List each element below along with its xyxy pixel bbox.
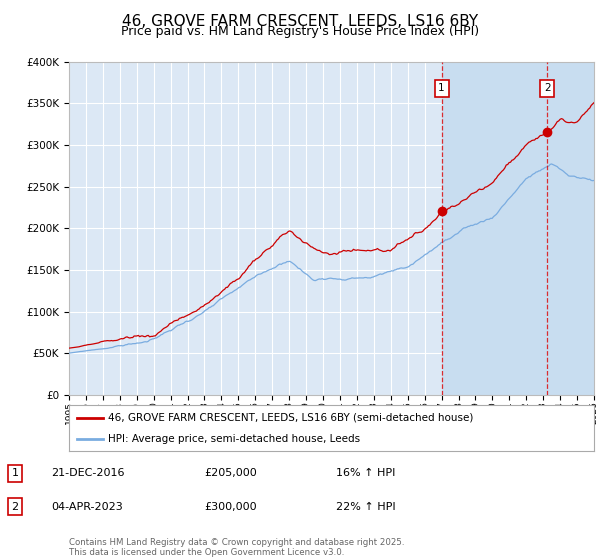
Text: 46, GROVE FARM CRESCENT, LEEDS, LS16 6BY (semi-detached house): 46, GROVE FARM CRESCENT, LEEDS, LS16 6BY… [109,413,474,423]
Text: 22% ↑ HPI: 22% ↑ HPI [336,502,395,512]
Text: 2: 2 [544,83,551,94]
Text: 2: 2 [11,502,19,512]
Text: Contains HM Land Registry data © Crown copyright and database right 2025.
This d: Contains HM Land Registry data © Crown c… [69,538,404,557]
Text: Price paid vs. HM Land Registry's House Price Index (HPI): Price paid vs. HM Land Registry's House … [121,25,479,38]
Bar [442,62,594,395]
Text: 1: 1 [11,468,19,478]
Text: 1: 1 [438,83,445,94]
Text: 04-APR-2023: 04-APR-2023 [51,502,123,512]
Text: 46, GROVE FARM CRESCENT, LEEDS, LS16 6BY: 46, GROVE FARM CRESCENT, LEEDS, LS16 6BY [122,14,478,29]
Text: HPI: Average price, semi-detached house, Leeds: HPI: Average price, semi-detached house,… [109,435,361,444]
Text: 21-DEC-2016: 21-DEC-2016 [51,468,125,478]
Text: £300,000: £300,000 [204,502,257,512]
Text: £205,000: £205,000 [204,468,257,478]
Text: 16% ↑ HPI: 16% ↑ HPI [336,468,395,478]
